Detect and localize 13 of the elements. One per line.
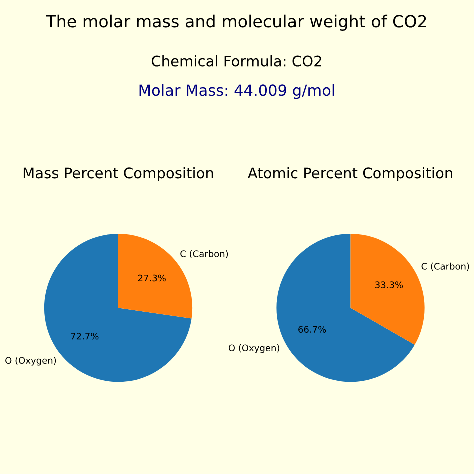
chart-title: Mass Percent Composition [24,167,214,182]
slice-label: C (Carbon) [422,262,470,271]
slice-label: O (Oxygen) [228,344,280,354]
slice-label: C (Carbon) [180,250,228,258]
data-label: 66.7% [298,326,326,333]
data-label: 27.3% [138,274,166,282]
text: Molar Mass: 44.009 g/mol [140,84,334,100]
data-label: 72.7% [71,332,99,340]
text: Chemical Formula: CO2 [152,56,322,67]
chart-title: Atomic Percent Composition [248,167,452,182]
slice-label: O (Oxygen) [6,357,56,366]
text: The molar mass and molecular weight of CO2 [46,14,426,32]
data-label: 33.3% [376,282,404,288]
